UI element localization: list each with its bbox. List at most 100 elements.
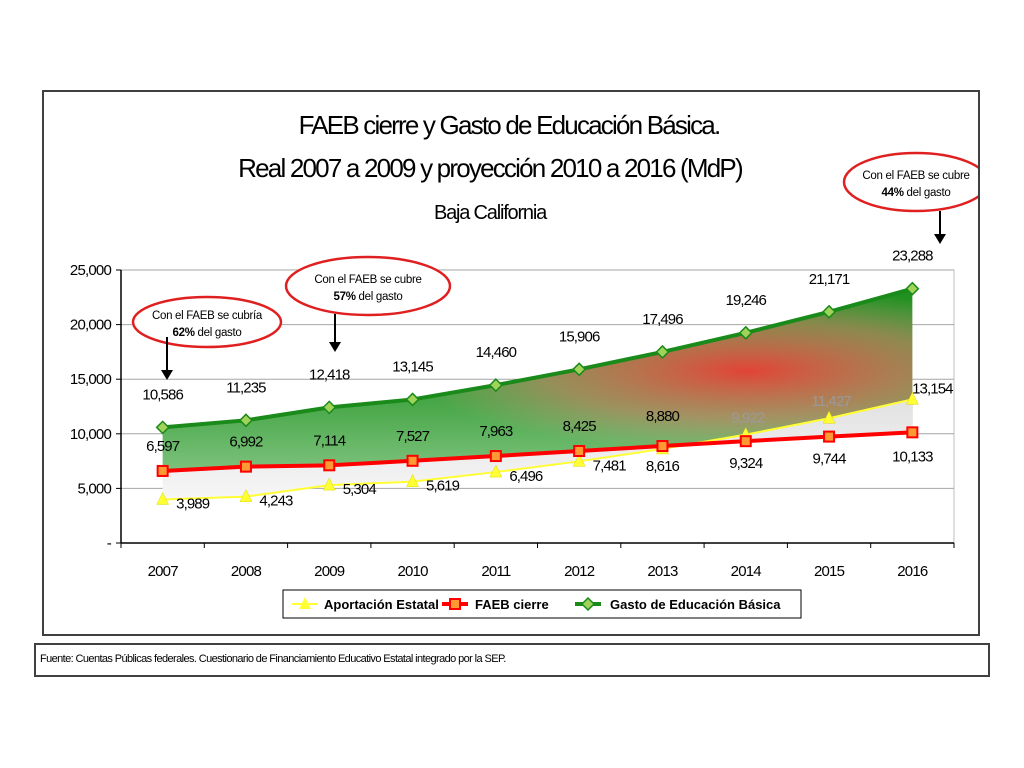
series-line-2 bbox=[162, 286, 913, 430]
callout-arrow-head bbox=[329, 342, 341, 352]
data-label: 10,133 bbox=[892, 448, 933, 465]
callout-ellipse bbox=[284, 255, 452, 317]
data-label: 7,481 bbox=[593, 457, 627, 474]
y-tick-labels: - 5,000 10,000 15,000 20,000 25,000 bbox=[70, 262, 113, 552]
callout-rest: del gasto bbox=[356, 291, 403, 303]
legend-marker bbox=[299, 597, 311, 609]
legend: Aportación Estatal FAEB cierre Gasto de Ed… bbox=[282, 589, 802, 619]
callout-ellipse bbox=[842, 151, 990, 213]
callout-text-line2: 62% del gasto bbox=[173, 327, 242, 339]
data-label: 11,427 bbox=[811, 393, 851, 410]
callout-percent: 57% bbox=[334, 291, 356, 303]
x-tick-label: 2015 bbox=[814, 563, 845, 580]
callout-text-line2: 44% del gasto bbox=[882, 187, 951, 199]
area-highlight bbox=[162, 288, 913, 471]
data-label: 9,744 bbox=[813, 451, 847, 468]
data-point-faeb bbox=[906, 426, 919, 439]
callout-text-line2: 57% del gasto bbox=[334, 291, 403, 303]
data-label: 4,243 bbox=[259, 493, 293, 510]
data-label: 13,145 bbox=[392, 358, 433, 375]
data-point-gasto bbox=[238, 413, 254, 428]
data-label: 8,425 bbox=[563, 418, 597, 435]
y-tick-label: 5,000 bbox=[77, 480, 111, 497]
data-label: 7,114 bbox=[313, 432, 345, 449]
chart-subtitle: Baja California bbox=[434, 202, 548, 224]
series-line-1 bbox=[162, 430, 913, 473]
y-tick-label: - bbox=[107, 535, 112, 552]
data-point-faeb bbox=[739, 435, 752, 448]
data-label: 7,963 bbox=[479, 423, 513, 440]
data-point-aportacion bbox=[406, 474, 419, 487]
data-point-aportacion bbox=[322, 477, 336, 491]
data-point-faeb bbox=[156, 464, 169, 477]
data-point-faeb bbox=[823, 430, 836, 443]
data-point-gasto bbox=[738, 325, 753, 340]
callout-text: Con el FAEB se cubría bbox=[152, 310, 263, 322]
data-label: 5,619 bbox=[426, 478, 460, 495]
callout-2: Con el FAEB se cubre 44% del gasto bbox=[842, 151, 990, 244]
chart-title-line2: Real 2007 a 2009 y proyección 2010 a 201… bbox=[238, 153, 743, 183]
area-fills bbox=[162, 288, 913, 500]
data-point-gasto bbox=[488, 378, 503, 393]
data-label: 6,992 bbox=[229, 434, 263, 451]
axes bbox=[116, 269, 955, 548]
data-point-gasto bbox=[405, 392, 420, 407]
data-point-aportacion bbox=[489, 464, 503, 478]
y-tick-label: 15,000 bbox=[70, 371, 112, 388]
chart-title: FAEB cierre y Gasto de Educación Básica. bbox=[299, 110, 720, 140]
callout-percent: 44% bbox=[882, 187, 904, 199]
legend-box bbox=[282, 589, 802, 619]
data-label: 9,922 bbox=[731, 410, 765, 427]
y-tick-label: 10,000 bbox=[70, 426, 112, 443]
callout-0: Con el FAEB se cubría 62% del gasto bbox=[131, 295, 283, 380]
legend-item-2: Gasto de Educación Básica bbox=[575, 596, 781, 612]
callout-percent: 62% bbox=[173, 327, 195, 339]
callout-ellipse bbox=[131, 295, 283, 349]
x-tick-label: 2012 bbox=[564, 563, 595, 580]
x-tick-label: 2008 bbox=[231, 563, 262, 580]
data-point-faeb bbox=[656, 440, 669, 453]
data-point-faeb bbox=[573, 444, 586, 457]
legend-marker bbox=[580, 596, 596, 612]
data-label: 8,616 bbox=[646, 458, 680, 475]
data-point-aportacion bbox=[156, 491, 170, 505]
series-line-0 bbox=[162, 398, 913, 501]
data-label: 17,496 bbox=[642, 311, 683, 328]
callout-arrow-head bbox=[161, 370, 173, 380]
legend-label: Gasto de Educación Básica bbox=[610, 597, 781, 612]
x-tick-label: 2007 bbox=[148, 563, 179, 580]
data-label: 8,880 bbox=[646, 408, 680, 425]
x-tick-label: 2010 bbox=[397, 563, 428, 580]
data-label: 9,324 bbox=[729, 455, 763, 472]
data-point-aportacion bbox=[572, 453, 586, 467]
data-label: 11,235 bbox=[226, 379, 266, 396]
data-point-gasto bbox=[155, 420, 170, 435]
data-point-faeb bbox=[489, 450, 502, 463]
x-tick-label: 2016 bbox=[897, 563, 928, 580]
x-tick-label: 2011 bbox=[481, 563, 511, 580]
legend-label: FAEB cierre bbox=[475, 597, 549, 612]
data-point-aportacion bbox=[905, 391, 919, 405]
y-tick-label: 20,000 bbox=[70, 317, 112, 334]
area-aportacion bbox=[162, 399, 913, 500]
x-tick-label: 2014 bbox=[731, 563, 762, 580]
data-label: 5,304 bbox=[343, 481, 377, 498]
data-label: 6,597 bbox=[146, 438, 180, 455]
callout-text: Con el FAEB se cubre bbox=[314, 274, 421, 286]
data-label: 3,989 bbox=[176, 495, 210, 512]
callout-1: Con el FAEB se cubre 57% del gasto bbox=[284, 255, 452, 352]
legend-item-1: FAEB cierre bbox=[442, 597, 549, 612]
data-labels: 10,586 11,235 12,418 13,145 14,460 15,906 17,4… bbox=[142, 248, 954, 513]
callout-rest: del gasto bbox=[195, 327, 242, 339]
data-label: 12,418 bbox=[309, 366, 350, 383]
legend-label: Aportación Estatal bbox=[324, 597, 439, 612]
source-note: Fuente: Cuentas Públicas federales. Cues… bbox=[40, 653, 506, 665]
x-tick-label: 2013 bbox=[647, 563, 678, 580]
x-tick-label: 2009 bbox=[314, 563, 345, 580]
data-label: 7,527 bbox=[396, 428, 430, 445]
data-label: 6,496 bbox=[509, 468, 543, 485]
x-tick-labels: 2007 2008 2009 2010 2011 2012 2013 2014 2015 2016 bbox=[148, 563, 929, 580]
data-point-faeb bbox=[239, 460, 252, 473]
series-lines bbox=[162, 286, 913, 501]
